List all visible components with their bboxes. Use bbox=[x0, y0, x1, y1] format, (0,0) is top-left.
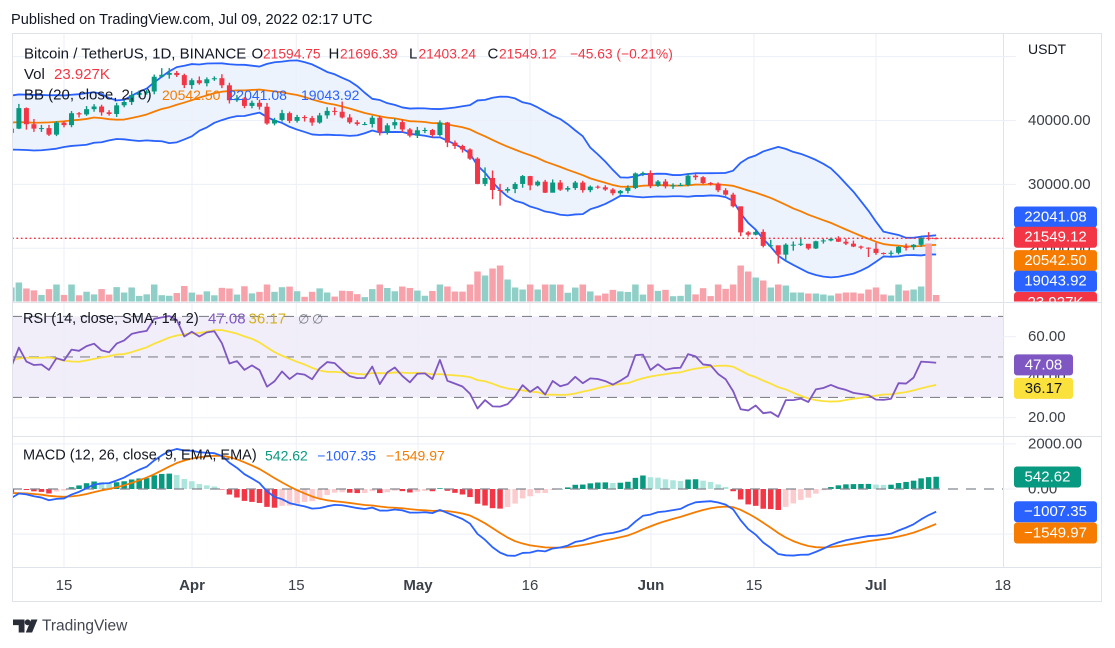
svg-text:47.08: 47.08 bbox=[208, 310, 246, 327]
svg-text:30000.00: 30000.00 bbox=[1028, 176, 1091, 193]
svg-text:MACD (12, 26, close, 9, EMA, E: MACD (12, 26, close, 9, EMA, EMA) bbox=[23, 447, 257, 463]
svg-text:H: H bbox=[329, 46, 340, 63]
svg-text:20.00: 20.00 bbox=[1028, 409, 1066, 426]
svg-text:36.17: 36.17 bbox=[1025, 380, 1063, 397]
svg-text:21403.24: 21403.24 bbox=[419, 47, 477, 62]
svg-text:C: C bbox=[488, 46, 499, 63]
svg-text:Apr: Apr bbox=[179, 577, 205, 594]
svg-text:RSI (14, close, SMA, 14, 2): RSI (14, close, SMA, 14, 2) bbox=[23, 311, 199, 327]
svg-text:Published on TradingView.com,: Published on TradingView.com, Jul 09, 20… bbox=[11, 12, 373, 28]
svg-text:21549.12: 21549.12 bbox=[499, 47, 557, 62]
svg-text:15: 15 bbox=[56, 577, 73, 594]
svg-text:−45.63 (−0.21%): −45.63 (−0.21%) bbox=[570, 47, 673, 62]
svg-text:15: 15 bbox=[288, 577, 305, 594]
svg-text:20542.50: 20542.50 bbox=[1024, 252, 1087, 269]
svg-text:−1007.35: −1007.35 bbox=[1024, 503, 1087, 520]
svg-text:−1549.97: −1549.97 bbox=[1024, 525, 1087, 542]
svg-text:23.927K: 23.927K bbox=[1028, 294, 1084, 311]
svg-text:21594.75: 21594.75 bbox=[263, 47, 321, 62]
svg-text:TradingView: TradingView bbox=[42, 618, 128, 635]
svg-text:21549.12: 21549.12 bbox=[1024, 229, 1087, 246]
svg-text:22041.08: 22041.08 bbox=[1024, 209, 1087, 226]
svg-text:Bitcoin / TetherUS, 1D, BINANC: Bitcoin / TetherUS, 1D, BINANCE bbox=[24, 46, 246, 63]
svg-text:23.927K: 23.927K bbox=[54, 66, 110, 83]
svg-text:Jun: Jun bbox=[638, 577, 665, 594]
svg-text:542.62: 542.62 bbox=[265, 447, 308, 463]
svg-text:47.08: 47.08 bbox=[1025, 356, 1063, 373]
svg-text:−1007.35: −1007.35 bbox=[317, 447, 376, 463]
svg-text:60.00: 60.00 bbox=[1028, 328, 1066, 345]
svg-text:18: 18 bbox=[994, 577, 1011, 594]
svg-text:May: May bbox=[403, 577, 433, 594]
svg-text:∅: ∅ bbox=[298, 311, 309, 326]
svg-text:USDT: USDT bbox=[1028, 41, 1067, 57]
svg-text:19043.92: 19043.92 bbox=[1024, 273, 1087, 290]
svg-text:21696.39: 21696.39 bbox=[340, 47, 398, 62]
svg-text:−1549.97: −1549.97 bbox=[386, 447, 445, 463]
svg-text:L: L bbox=[409, 46, 417, 63]
svg-text:40000.00: 40000.00 bbox=[1028, 112, 1091, 129]
svg-text:O: O bbox=[252, 46, 264, 63]
svg-text:16: 16 bbox=[522, 577, 539, 594]
svg-text:20542.50: 20542.50 bbox=[162, 87, 221, 103]
svg-text:22041.08: 22041.08 bbox=[229, 87, 288, 103]
svg-text:15: 15 bbox=[746, 577, 763, 594]
svg-text:542.62: 542.62 bbox=[1025, 469, 1071, 486]
svg-text:∅: ∅ bbox=[312, 311, 323, 326]
svg-text:BB (20, close, 2, 0): BB (20, close, 2, 0) bbox=[24, 87, 152, 104]
svg-text:Vol: Vol bbox=[24, 66, 45, 83]
svg-text:19043.92: 19043.92 bbox=[301, 87, 360, 103]
svg-text:36.17: 36.17 bbox=[249, 310, 287, 327]
svg-text:2000.00: 2000.00 bbox=[1028, 435, 1082, 452]
svg-text:Jul: Jul bbox=[865, 577, 887, 594]
